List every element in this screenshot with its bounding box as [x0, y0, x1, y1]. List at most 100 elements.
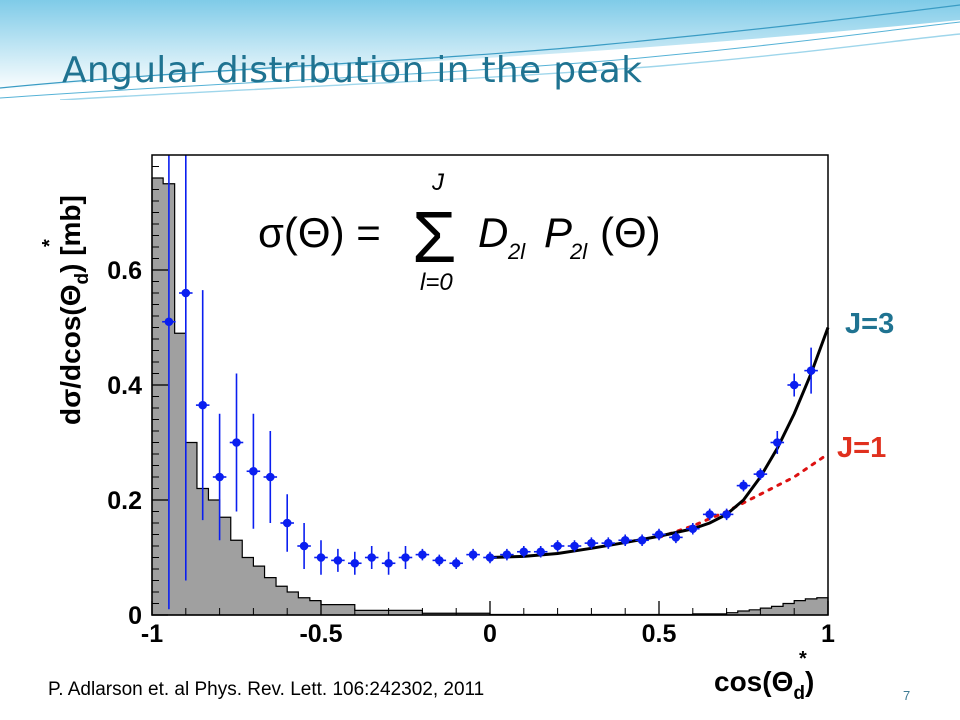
histogram-bin [220, 517, 231, 615]
point-marker [485, 553, 495, 562]
point-marker [587, 538, 596, 548]
data-point [787, 373, 801, 397]
point-marker [164, 317, 174, 327]
point-marker [266, 472, 275, 482]
point-marker [739, 481, 748, 490]
x-tick-label: 0.5 [642, 620, 677, 648]
data-point [517, 546, 531, 558]
data-point [432, 554, 447, 567]
data-point [635, 534, 649, 546]
point-marker [451, 558, 461, 568]
histogram-bin [783, 604, 794, 616]
point-marker [316, 553, 326, 562]
fit-j1-curve [657, 452, 830, 539]
point-marker [249, 466, 258, 476]
fit-j3-label: J=3 [845, 308, 894, 340]
fit-j1-label: J=1 [837, 432, 886, 464]
data-point [348, 551, 362, 575]
histogram-bin [760, 608, 771, 615]
data-point [567, 540, 582, 552]
data-point [263, 431, 278, 523]
point-marker [384, 558, 393, 568]
x-axis-label: cos(Θd) [714, 666, 814, 704]
data-point [280, 494, 294, 552]
fit-j3-curve [489, 326, 830, 559]
data-point [804, 347, 818, 394]
point-marker [299, 541, 309, 551]
data-point [246, 413, 261, 529]
data-point [195, 290, 210, 521]
histogram-bin [298, 598, 309, 615]
point-marker [367, 553, 377, 562]
data-point [331, 548, 345, 572]
y-tick-label: 0.4 [107, 372, 142, 400]
data-point [381, 551, 396, 575]
y-axis-label-star: * [39, 239, 61, 247]
data-point [449, 557, 463, 569]
data-point [398, 546, 413, 569]
data-point [229, 373, 244, 512]
formula: σ(Θ) = Σ J l=0 D 2l P 2l (Θ) [258, 169, 661, 296]
histogram-bin [321, 605, 355, 615]
data-point [415, 548, 430, 561]
histogram-bin [310, 601, 321, 615]
point-marker [773, 438, 782, 447]
data-point [584, 537, 599, 549]
data-point [533, 546, 548, 558]
formula-upper-limit: J [431, 169, 445, 196]
point-marker [671, 533, 681, 542]
y-axis-label: dσ/dcos(Θd) [mb] [55, 195, 93, 425]
data-point [466, 548, 480, 561]
point-marker [435, 556, 444, 565]
histogram-bin [242, 558, 253, 616]
histogram-bin [794, 601, 805, 615]
data-point [550, 540, 565, 552]
points-layer [162, 155, 818, 610]
formula-arg: (Θ) [600, 209, 661, 256]
point-marker [570, 541, 579, 551]
fit-layer [489, 326, 830, 559]
data-point [669, 531, 683, 544]
slide-title: Angular distribution in the peak [62, 50, 643, 91]
point-marker [232, 438, 241, 447]
point-marker [401, 553, 410, 562]
point-marker [181, 288, 191, 298]
data-point [364, 546, 379, 569]
data-point [162, 155, 176, 610]
histogram-bin [772, 606, 783, 615]
point-marker [333, 556, 343, 565]
point-marker [553, 541, 562, 551]
histogram-bin [175, 333, 186, 615]
formula-lhs: σ(Θ) = [258, 209, 381, 256]
point-marker [806, 366, 816, 375]
x-tick-label: 0 [483, 620, 497, 648]
point-marker [722, 510, 731, 519]
data-point [702, 508, 717, 521]
histogram-bin [287, 592, 298, 615]
formula-term-p: P [544, 209, 572, 256]
y-tick-label: 0.6 [107, 257, 142, 285]
point-marker [637, 535, 647, 545]
point-marker [620, 535, 630, 545]
formula-sigma: Σ [412, 198, 457, 278]
histogram-bin [749, 610, 760, 615]
point-marker [705, 510, 714, 519]
page-number: 7 [903, 688, 911, 703]
data-point [483, 551, 497, 564]
point-marker [789, 380, 799, 390]
formula-term-d: D [478, 209, 508, 256]
point-marker [198, 400, 207, 410]
point-marker [519, 547, 529, 557]
point-marker [282, 518, 292, 528]
point-marker [502, 550, 512, 559]
data-point [618, 534, 632, 546]
point-marker [215, 472, 224, 482]
x-axis-label-star: * [799, 648, 807, 670]
histogram-bin [253, 566, 264, 615]
formula-lower-limit: l=0 [420, 269, 453, 296]
ticks-layer [151, 166, 829, 616]
slide-banner [0, 0, 960, 101]
data-point [686, 523, 700, 535]
